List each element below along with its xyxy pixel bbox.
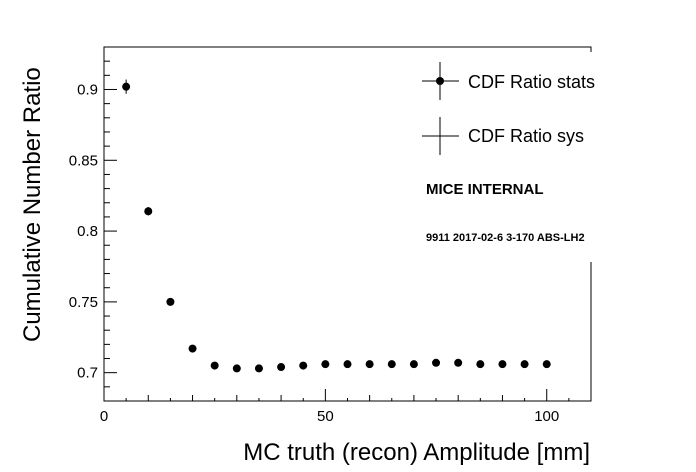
x-axis: 0 50 100 [100, 389, 592, 425]
legend-marker-stats-icon [422, 62, 459, 100]
data-point [210, 361, 219, 370]
data-point [299, 361, 308, 370]
data-point [498, 360, 507, 369]
legend-label-sys: CDF Ratio sys [468, 126, 584, 146]
data-point [188, 344, 197, 353]
data-point [343, 360, 352, 369]
x-tick-label: 0 [100, 408, 108, 425]
y-tick-label: 0.9 [77, 81, 98, 98]
data-point [254, 364, 263, 373]
annotation-mice-internal: MICE INTERNAL [426, 181, 544, 198]
data-point [232, 364, 241, 373]
data-point [409, 360, 418, 369]
y-tick-label: 0.8 [77, 223, 98, 240]
data-point [454, 358, 463, 367]
data-point [520, 360, 529, 369]
legend-marker-sys-icon [422, 117, 459, 155]
data-points [122, 79, 551, 373]
data-point [144, 207, 153, 216]
data-point [432, 358, 441, 367]
legend-label-stats: CDF Ratio stats [468, 72, 595, 92]
data-point [277, 363, 286, 372]
y-tick-label: 0.75 [69, 294, 98, 311]
data-point [166, 297, 175, 306]
annotation-run-info: 9911 2017-02-6 3-170 ABS-LH2 [426, 232, 585, 244]
data-point [122, 82, 131, 91]
data-point [476, 360, 485, 369]
y-tick-label: 0.85 [69, 152, 98, 169]
y-axis-title: Cumulative Number Ratio [19, 67, 46, 342]
legend-box [416, 52, 620, 262]
x-axis-title: MC truth (recon) Amplitude [mm] [243, 439, 590, 466]
data-point [387, 360, 396, 369]
y-tick-label: 0.7 [77, 365, 98, 382]
data-point [542, 360, 551, 369]
data-point [365, 360, 374, 369]
x-tick-label: 50 [317, 408, 334, 425]
y-axis: 0.7 0.75 0.8 0.85 0.9 [69, 46, 117, 402]
x-tick-label: 100 [534, 408, 559, 425]
legend: CDF Ratio stats CDF Ratio sys MICE INTER… [416, 52, 620, 262]
data-point [321, 360, 330, 369]
